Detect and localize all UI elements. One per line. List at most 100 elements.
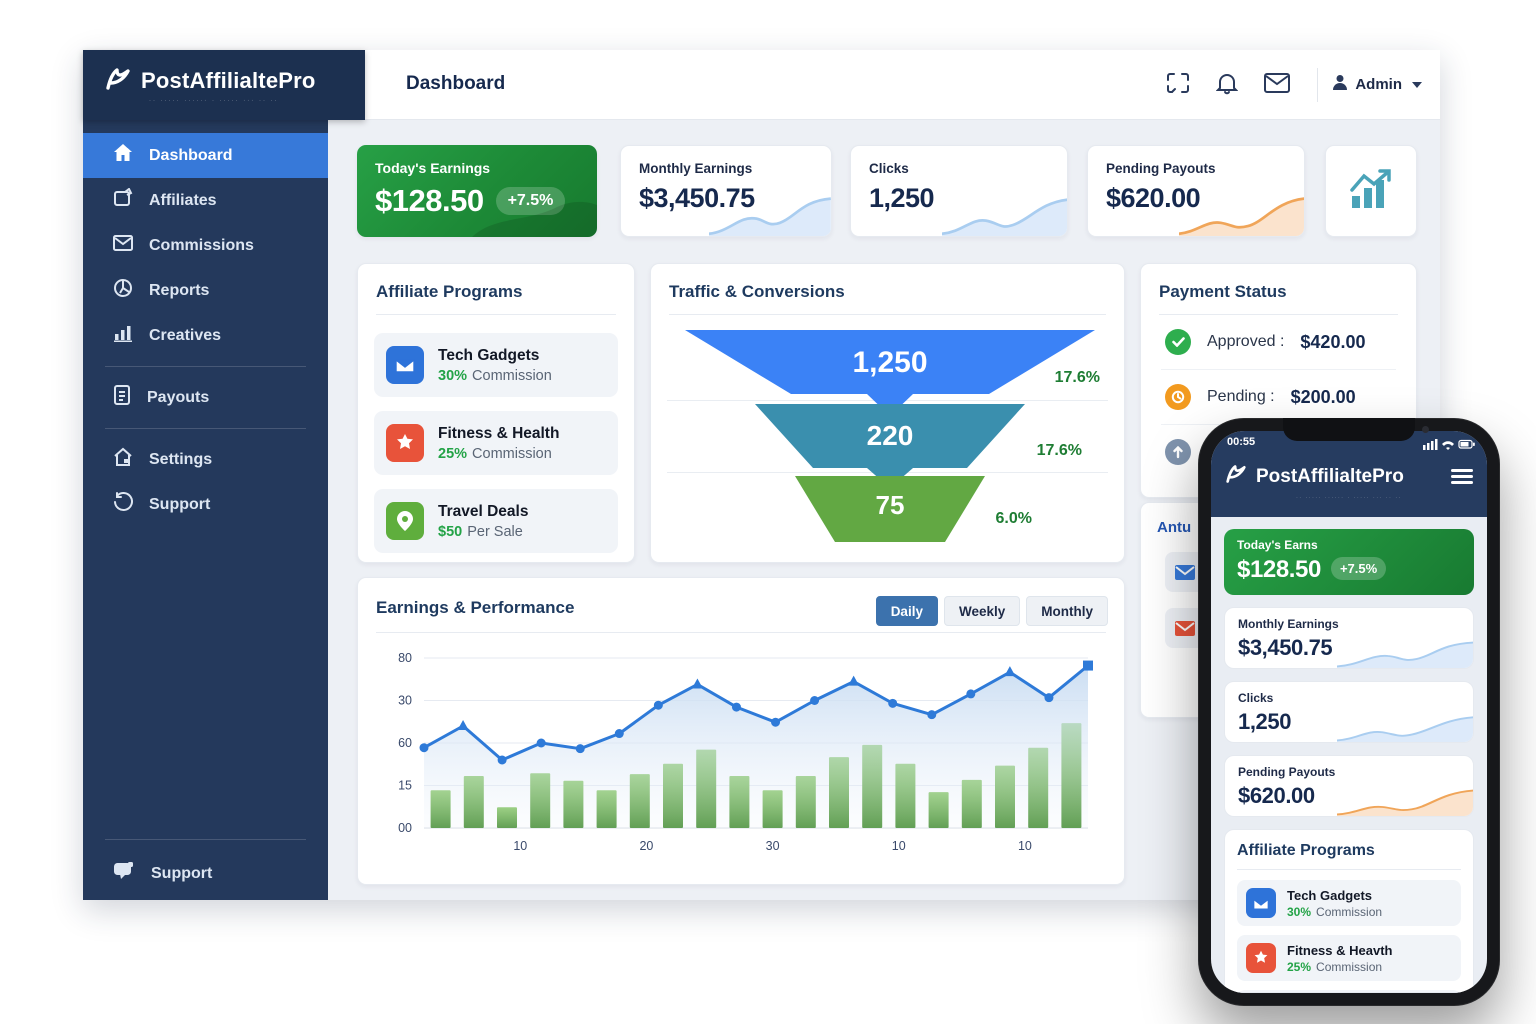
tab-daily[interactable]: Daily	[875, 596, 938, 626]
sidebar-item-dashboard[interactable]: Dashboard	[83, 133, 328, 178]
phone-pending-card[interactable]: Pending Payouts $620.00	[1224, 755, 1474, 817]
payment-label: Pending	[1207, 388, 1266, 405]
phone-screen: 00:55 PostAffilialtePro	[1211, 431, 1487, 993]
payment-label: Approved	[1207, 333, 1276, 350]
admin-menu[interactable]: Admin	[1332, 74, 1422, 95]
svg-text:10: 10	[1018, 839, 1032, 853]
notifications-bell-icon[interactable]	[1216, 71, 1238, 95]
app-window: Dashboard	[83, 50, 1440, 900]
stat-card-monthly-earnings[interactable]: Monthly Earnings $3,450.75	[620, 145, 832, 237]
phone-camera-dot	[1422, 426, 1429, 433]
pending-clock-icon	[1165, 384, 1191, 410]
stat-label: Clicks	[1238, 691, 1274, 705]
divider	[376, 314, 616, 315]
program-row-tech-gadgets[interactable]: Tech Gadgets 30% Commission	[374, 333, 618, 397]
tab-monthly[interactable]: Monthly	[1026, 596, 1108, 626]
funnel-pct-1: 17.6%	[1054, 369, 1100, 386]
stat-card-trend[interactable]	[1325, 145, 1417, 237]
program-rate-suffix: Per Sale	[467, 523, 523, 540]
svg-text:10: 10	[513, 839, 527, 853]
stat-label: Monthly Earnings	[639, 161, 753, 176]
settings-home-icon	[113, 447, 133, 472]
tab-weekly[interactable]: Weekly	[943, 596, 1021, 626]
sidebar-item-label: Payouts	[147, 388, 210, 406]
divider	[1159, 314, 1398, 315]
program-rate: $50	[438, 523, 463, 540]
brand-logo[interactable]: PostAffilialtePro ·· ····· ······ · ····…	[83, 50, 365, 120]
phone-app-header: 00:55 PostAffilialtePro	[1211, 431, 1487, 517]
sidebar: Dashboard Affiliates Commissions Reports	[83, 50, 328, 900]
screen-share-icon[interactable]	[1166, 72, 1190, 94]
sparkline-blue	[709, 197, 831, 236]
svg-text:20: 20	[639, 839, 653, 853]
document-icon	[113, 385, 131, 410]
card-title: Payment Status	[1159, 282, 1287, 301]
stat-card-pending-payouts[interactable]: Pending Payouts $620.00	[1087, 145, 1305, 237]
program-row-travel-deals[interactable]: Travel Deals $50 Per Sale	[374, 489, 618, 553]
stat-label: Today's Earnings	[375, 160, 491, 176]
funnel-value-3: 75	[875, 490, 905, 520]
program-name: Fitness & Heavth	[1287, 942, 1393, 958]
sidebar-footer-support[interactable]: Support	[83, 848, 328, 900]
phone-clicks-card[interactable]: Clicks 1,250	[1224, 681, 1474, 743]
sidebar-item-support[interactable]: Support	[83, 482, 328, 527]
sidebar-item-payouts[interactable]: Payouts	[83, 375, 328, 420]
program-name: Tech Gadgets	[1287, 887, 1373, 903]
bar-chart-icon	[113, 324, 133, 347]
performance-chart: 80 30 60 15 00 10 20 30 10 10	[398, 651, 1093, 853]
svg-text:30: 30	[398, 694, 412, 708]
earnings-performance-card: Earnings & Performance Daily Weekly Mont…	[357, 577, 1125, 885]
stat-label: Today's Earns	[1237, 538, 1318, 552]
sidebar-item-label: Dashboard	[149, 146, 233, 164]
divider	[1237, 869, 1461, 870]
phone-earnings-card[interactable]: Today's Earns $128.50 +7.5%	[1224, 529, 1474, 595]
stat-value: 1,250	[1238, 709, 1292, 734]
phone-status-icons	[1423, 438, 1475, 453]
phone-program-row-tech[interactable]: Tech Gadgets 30% Commission	[1237, 880, 1461, 926]
tech-gadgets-icon	[1246, 888, 1276, 918]
stat-label: Pending Payouts	[1238, 765, 1336, 779]
sidebar-item-commissions[interactable]: Commissions	[83, 223, 328, 268]
svg-text:00: 00	[398, 821, 412, 835]
stat-value: 1,250	[869, 183, 935, 213]
stat-label: Monthly Earnings	[1238, 617, 1339, 631]
stat-label: Pending Payouts	[1106, 161, 1216, 176]
divider	[1161, 369, 1396, 370]
sidebar-item-creatives[interactable]: Creatives	[83, 313, 328, 358]
mail-icon[interactable]	[1264, 73, 1290, 93]
range-tabs: Daily Weekly Monthly	[875, 596, 1108, 626]
phone-mockup: 00:55 PostAffilialtePro	[1198, 418, 1500, 1006]
brand-logo-icon	[105, 67, 131, 96]
program-rate-suffix: Commission	[1316, 959, 1383, 974]
payment-value: $420.00	[1300, 331, 1366, 352]
stat-label: Clicks	[869, 161, 909, 176]
traffic-conversions-card: Traffic & Conversions 1,250 220 75 17.6%…	[650, 263, 1125, 563]
sidebar-item-affiliates[interactable]: Affiliates	[83, 178, 328, 223]
growth-badge: +7.5%	[1330, 557, 1387, 580]
funnel-pct-3: 6.0%	[995, 510, 1032, 527]
envelope-icon	[113, 235, 133, 256]
brand-name: PostAffilialtePro	[141, 68, 316, 93]
phone-program-row-fitness[interactable]: Fitness & Heavth 25% Commission	[1237, 935, 1461, 981]
phone-monthly-card[interactable]: Monthly Earnings $3,450.75	[1224, 607, 1474, 669]
phone-programs-card: Affiliate Programs Tech Gadgets 30% Commi…	[1224, 829, 1474, 993]
program-rate-suffix: Commission	[1316, 904, 1383, 919]
sidebar-item-reports[interactable]: Reports	[83, 268, 328, 313]
stat-card-todays-earnings[interactable]: Today's Earnings $128.50 +7.5%	[357, 145, 597, 237]
stat-value: $3,450.75	[639, 183, 755, 213]
phone-brand-tagline: ·· ····· ······ · ····· ··· ·· ··	[1296, 495, 1402, 501]
stat-value: $620.00	[1106, 183, 1201, 213]
sparkline-orange	[1178, 197, 1304, 236]
stat-value: $128.50	[1237, 556, 1321, 583]
trending-chart-icon	[1348, 168, 1394, 215]
stat-card-clicks[interactable]: Clicks 1,250	[850, 145, 1068, 237]
sidebar-divider	[105, 366, 306, 367]
sidebar-item-settings[interactable]: Settings	[83, 437, 328, 482]
svg-text:30: 30	[766, 839, 780, 853]
hamburger-menu-icon[interactable]	[1451, 466, 1473, 487]
program-row-fitness-health[interactable]: Fitness & Health 25% Commission	[374, 411, 618, 475]
phone-program-row-payment-sale[interactable]: Payment Sale	[1237, 990, 1461, 992]
program-name: Tech Gadgets	[438, 346, 540, 364]
stat-value: $128.50	[375, 183, 484, 218]
funnel-pct-2: 17.6%	[1036, 442, 1082, 459]
